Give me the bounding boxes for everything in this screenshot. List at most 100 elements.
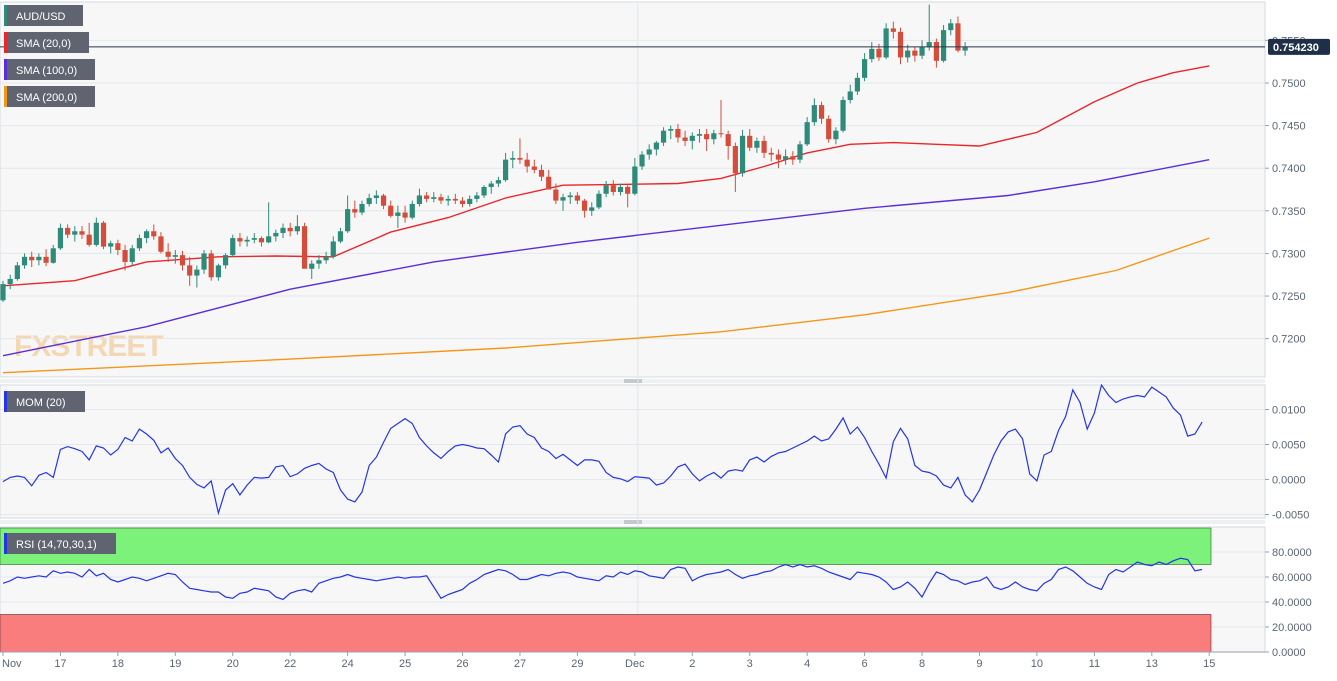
candle-body-up — [854, 77, 861, 92]
candle-body-up — [93, 222, 99, 245]
candle-body-down — [29, 256, 35, 261]
panel-separator-1 — [0, 379, 1265, 383]
candle-body-down — [933, 42, 939, 61]
momentum-y-tick-label: 0.0100 — [1272, 405, 1306, 417]
candle-body-down — [747, 135, 753, 148]
candle-body-up — [431, 197, 437, 199]
candle-body-up — [445, 198, 451, 201]
candle-body-up — [129, 248, 135, 262]
x-tick-label: 11 — [1089, 658, 1100, 670]
x-tick-label: 8 — [919, 658, 925, 670]
candle-body-down — [625, 186, 631, 194]
candle-body-up — [503, 159, 509, 181]
x-tick-label: 13 — [1146, 658, 1158, 670]
candle-body-up — [316, 260, 322, 264]
candle-body-up — [7, 278, 13, 285]
legend-sma100-label: SMA (100,0) — [16, 65, 77, 77]
candle-body-up — [222, 255, 229, 266]
candle-body-down — [531, 166, 537, 170]
candle-body-up — [847, 91, 853, 101]
legend-sma100-box — [4, 59, 95, 80]
x-tick-label: 3 — [747, 658, 753, 670]
candle-body-up — [330, 241, 336, 257]
legend-sma200-swatch — [4, 86, 7, 107]
candle-body-down — [165, 251, 171, 257]
candle-body-down — [100, 222, 107, 247]
candle-body-down — [237, 238, 243, 242]
candle-body-up — [309, 263, 315, 269]
candle-body-up — [905, 50, 911, 58]
x-tick-label: 20 — [227, 658, 239, 670]
candle-body-up — [488, 183, 494, 187]
candle-body-up — [201, 253, 207, 270]
candle-body-up — [373, 195, 379, 199]
candle-body-up — [474, 195, 480, 199]
current-price-badge — [1268, 38, 1330, 55]
legend-audusd-label: AUD/USD — [16, 11, 66, 23]
candle-body-down — [761, 140, 767, 153]
candle-body-up — [266, 236, 272, 243]
x-tick-label: 25 — [399, 658, 411, 670]
x-tick-label: 22 — [284, 658, 296, 670]
candle-body-down — [258, 238, 265, 243]
candle-body-up — [244, 239, 250, 242]
rsi-y-tick-label: 40.0000 — [1272, 597, 1312, 609]
price-y-tick-label: 0.7500 — [1272, 78, 1306, 90]
candle-body-down — [287, 227, 293, 232]
x-tick-label: 6 — [862, 658, 868, 670]
momentum-line — [2, 383, 1203, 516]
candle-body-down — [890, 28, 896, 32]
candle-body-up — [940, 30, 947, 61]
x-tick-label: 4 — [804, 658, 810, 670]
candle-body-up — [323, 256, 329, 261]
x-tick-label: 10 — [1031, 658, 1043, 670]
candle-body-up — [194, 269, 200, 276]
x-tick-label: 26 — [456, 658, 468, 670]
candle-body-up — [797, 144, 803, 160]
legend-momentum-swatch — [4, 391, 7, 412]
candle-body-up — [660, 130, 667, 143]
candle-body-up — [136, 238, 143, 249]
candle-body-down — [675, 128, 681, 138]
candle-body-up — [36, 256, 42, 261]
candle-body-up — [395, 212, 401, 216]
panel-background-2 — [0, 384, 1266, 519]
candle-body-up — [21, 256, 28, 266]
sma-line-2000 — [2, 237, 1210, 374]
candle-body-down — [179, 255, 186, 266]
candle-body-down — [151, 231, 157, 237]
legend-sma20-label: SMA (20,0) — [16, 38, 71, 50]
candle-body-down — [912, 50, 918, 56]
candle-body-up — [926, 42, 932, 48]
candle-body-down — [790, 156, 796, 160]
candle-body-up — [409, 203, 415, 218]
candle-body-up — [14, 265, 20, 279]
candle-body-up — [811, 105, 817, 123]
candle-body-up — [596, 193, 602, 208]
candle-body-down — [424, 195, 430, 199]
candle-body-up — [589, 207, 595, 211]
x-tick-label: 15 — [1203, 658, 1215, 670]
candle-body-up — [919, 47, 925, 56]
candle-body-down — [732, 146, 738, 174]
candle-body-down — [524, 159, 530, 167]
rsi-y-tick-label: 20.0000 — [1272, 622, 1312, 634]
candle-body-up — [739, 135, 746, 174]
candle-body-up — [617, 186, 624, 193]
momentum-y-tick-label: 0.0000 — [1272, 475, 1306, 487]
candle-body-down — [818, 105, 825, 119]
x-tick-label: Nov — [2, 658, 22, 670]
price-y-tick-label: 0.7250 — [1272, 291, 1306, 303]
candle-body-down — [826, 118, 832, 140]
candle-body-down — [581, 200, 588, 211]
candle-body-up — [962, 47, 968, 51]
candle-body-up — [0, 284, 6, 301]
candle-body-up — [711, 133, 717, 140]
candle-body-down — [301, 226, 308, 269]
candle-body-down — [682, 137, 688, 141]
candle-body-up — [359, 203, 365, 213]
sma-line-1000 — [2, 159, 1210, 357]
candle-body-down — [402, 212, 408, 218]
candle-body-down — [459, 200, 466, 204]
